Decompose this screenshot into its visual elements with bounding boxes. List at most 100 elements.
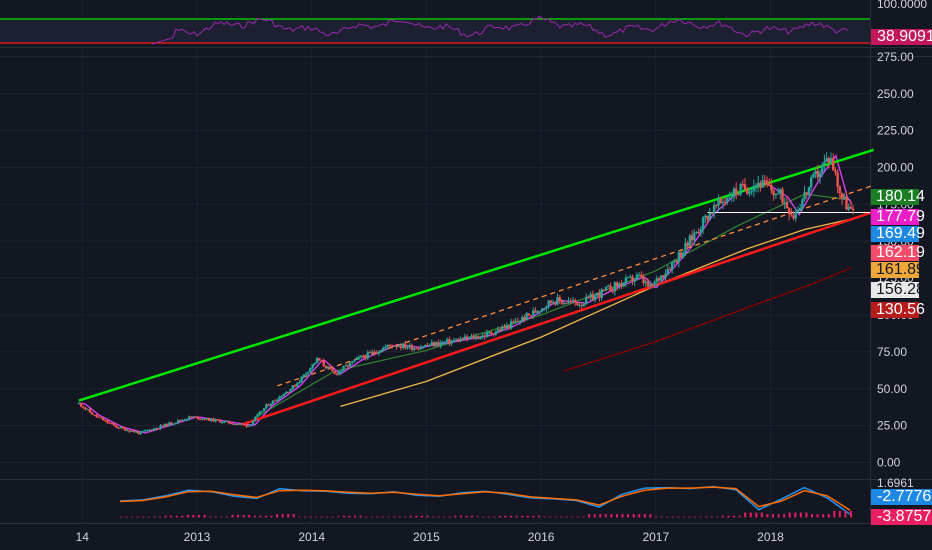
- macd-histogram-bar: [721, 515, 724, 518]
- macd-histogram-bar: [660, 516, 663, 518]
- candle-body: [516, 320, 520, 322]
- macd-histogram-bar: [471, 515, 474, 518]
- candle-body: [624, 277, 628, 283]
- candle-body: [163, 423, 167, 427]
- candle-body: [326, 366, 330, 369]
- macd-histogram-bar: [147, 516, 150, 518]
- candle-body: [825, 158, 828, 162]
- candle-body: [256, 414, 259, 417]
- candle-body: [95, 414, 98, 417]
- candle-body: [787, 208, 791, 215]
- candle-body: [201, 418, 204, 420]
- candle-body: [346, 365, 350, 367]
- candle-body: [154, 428, 158, 430]
- macd-histogram-bar: [582, 516, 585, 518]
- candle-body: [93, 414, 96, 416]
- macd-histogram-bar: [615, 514, 618, 518]
- macd-histogram-bar: [850, 510, 852, 518]
- macd-histogram-bar: [281, 514, 284, 518]
- macd-histogram-bar: [209, 516, 212, 518]
- candle-body: [344, 365, 347, 367]
- candle-body: [434, 342, 438, 347]
- candle-body: [397, 346, 400, 348]
- macd-histogram-bar: [844, 510, 847, 518]
- candle-body: [512, 321, 515, 323]
- candle-body: [238, 423, 242, 425]
- candle-body: [137, 431, 140, 434]
- candle-body: [684, 242, 687, 253]
- rsi-line: [151, 15, 849, 45]
- macd-histogram-bar: [259, 515, 262, 518]
- candle-body: [803, 192, 806, 200]
- macd-histogram-bar: [654, 516, 657, 518]
- macd-histogram-bar: [432, 516, 435, 518]
- macd-histogram-bar: [749, 512, 752, 518]
- macd-histogram-bar: [543, 516, 546, 518]
- candle-body: [710, 213, 714, 215]
- time-axis-label: 2017: [642, 530, 669, 544]
- candle-body: [97, 416, 100, 418]
- price-tag: [871, 262, 919, 278]
- candle-body: [269, 403, 272, 406]
- macd-axis-label: 1.6961: [877, 476, 914, 490]
- candle-body: [631, 276, 634, 282]
- candle-body: [399, 346, 403, 349]
- macd-histogram-bar: [120, 516, 122, 518]
- candle-body: [792, 215, 795, 219]
- candle-body: [704, 215, 707, 218]
- candle-body: [176, 420, 180, 423]
- macd-value-tag-label: -2.7776: [877, 488, 931, 505]
- candle-body: [106, 420, 109, 423]
- candle-body: [728, 198, 731, 200]
- macd-histogram-bar: [420, 515, 423, 518]
- candle-body: [768, 184, 771, 186]
- candle-body: [843, 196, 846, 200]
- candle-body: [549, 300, 553, 303]
- macd-histogram-bar: [537, 515, 540, 518]
- candle-body: [613, 282, 617, 292]
- candle-body: [677, 252, 681, 263]
- macd-histogram-bar: [682, 516, 685, 518]
- candle-body: [620, 283, 623, 287]
- candle-body: [593, 295, 597, 301]
- candle-body: [146, 430, 149, 432]
- macd-histogram-bar: [214, 516, 217, 518]
- price-tag: [871, 302, 919, 318]
- candle-body: [207, 417, 211, 421]
- candle-body: [368, 352, 372, 354]
- price-pane[interactable]: [77, 148, 875, 436]
- candle-body: [247, 425, 250, 427]
- macd-pane[interactable]: [119, 485, 852, 518]
- candle-body: [607, 285, 610, 287]
- candle-body: [783, 202, 786, 204]
- candle-body: [492, 333, 495, 335]
- price-tag: [871, 209, 919, 225]
- price-tag-label: 177.79: [876, 208, 925, 225]
- candle-body: [161, 425, 164, 427]
- candle-body: [148, 429, 151, 431]
- candle-body: [452, 340, 456, 342]
- macd-histogram-bar: [560, 516, 563, 518]
- candle-body: [529, 315, 533, 317]
- candle-body: [273, 400, 277, 402]
- macd-histogram-bar: [604, 514, 607, 518]
- candle-body: [662, 275, 665, 278]
- candle-body: [318, 357, 321, 361]
- candle-body: [615, 282, 619, 287]
- candle-body: [646, 281, 650, 287]
- candle-body: [640, 274, 643, 277]
- macd-histogram-bar: [359, 515, 362, 518]
- macd-histogram-bar: [565, 516, 568, 518]
- rsi-pane[interactable]: [0, 15, 870, 45]
- candle-body: [679, 252, 683, 258]
- candle-body: [236, 423, 239, 425]
- candle-body: [759, 182, 762, 188]
- candle-body: [459, 338, 462, 342]
- candle-body: [540, 308, 544, 312]
- macd-histogram-bar: [554, 516, 557, 518]
- macd-histogram-bar: [131, 516, 134, 518]
- price-tag: [871, 189, 919, 205]
- macd-histogram-bar: [276, 514, 279, 518]
